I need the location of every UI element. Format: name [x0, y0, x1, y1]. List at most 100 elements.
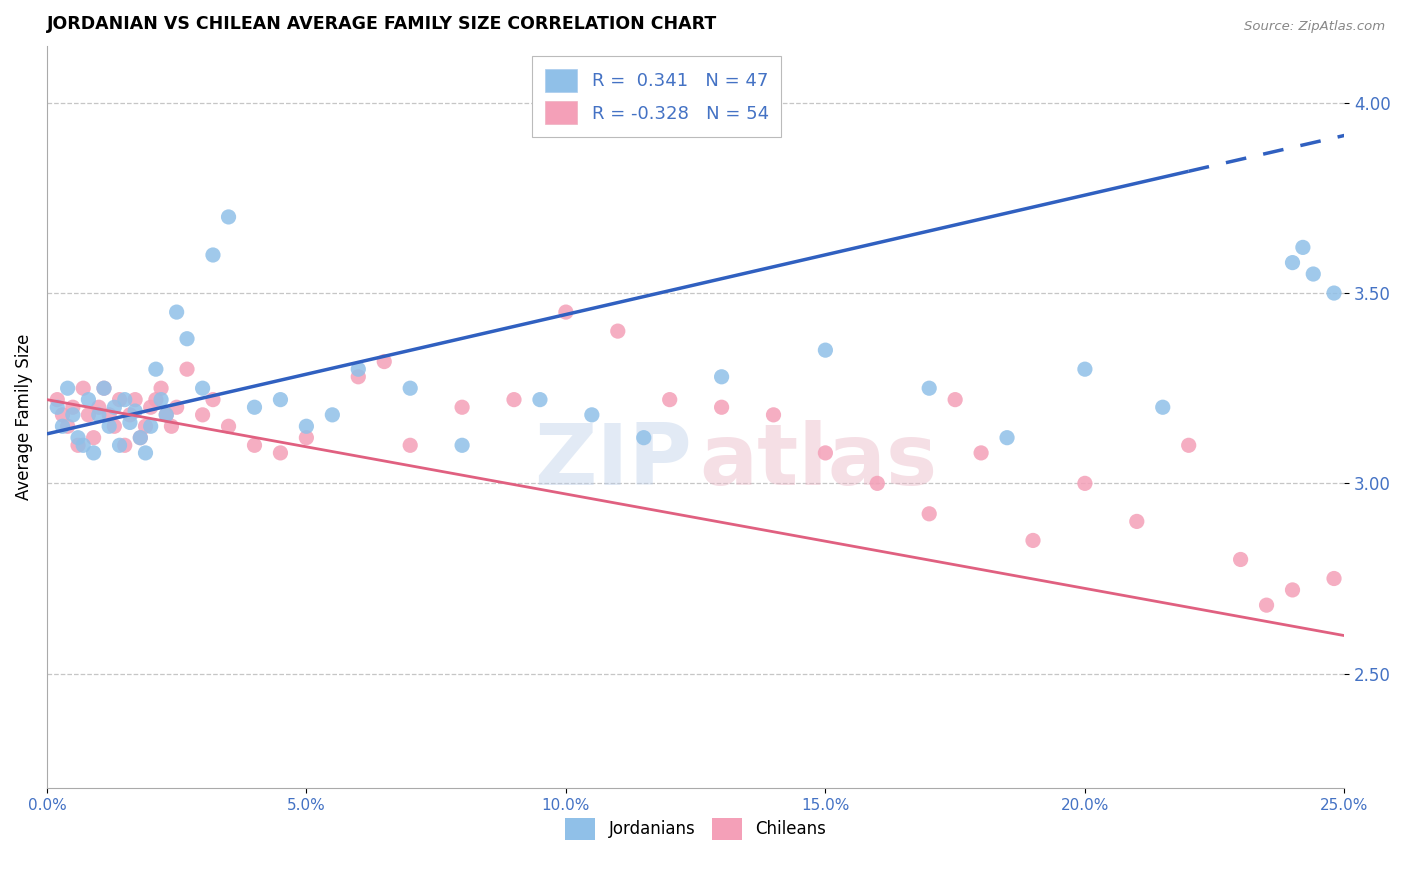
Point — [1126, 515, 1149, 529]
Point — [581, 408, 603, 422]
Point — [66, 431, 89, 445]
Point — [321, 408, 343, 422]
Point — [633, 431, 655, 445]
Point — [166, 305, 188, 319]
Point — [72, 381, 94, 395]
Point — [108, 438, 131, 452]
Point — [98, 419, 121, 434]
Point — [918, 507, 941, 521]
Point — [114, 392, 136, 407]
Point — [814, 446, 837, 460]
Point — [995, 431, 1018, 445]
Point — [218, 210, 240, 224]
Point — [56, 419, 79, 434]
Point — [87, 408, 110, 422]
Point — [1229, 552, 1251, 566]
Point — [1323, 286, 1346, 301]
Point — [83, 431, 105, 445]
Point — [1256, 598, 1278, 612]
Point — [1281, 255, 1303, 269]
Point — [150, 381, 173, 395]
Point — [191, 381, 214, 395]
Point — [51, 419, 73, 434]
Point — [529, 392, 551, 407]
Point — [139, 401, 162, 415]
Text: ZIP: ZIP — [534, 420, 692, 503]
Point — [1074, 362, 1097, 376]
Point — [201, 392, 224, 407]
Point — [201, 248, 224, 262]
Point — [554, 305, 576, 319]
Point — [77, 392, 100, 407]
Point — [295, 419, 318, 434]
Point — [77, 408, 100, 422]
Point — [134, 446, 156, 460]
Point — [918, 381, 941, 395]
Point — [243, 438, 266, 452]
Point — [1281, 582, 1303, 597]
Text: Source: ZipAtlas.com: Source: ZipAtlas.com — [1244, 20, 1385, 33]
Point — [66, 438, 89, 452]
Point — [1323, 572, 1346, 586]
Point — [166, 401, 188, 415]
Point — [269, 392, 291, 407]
Point — [176, 332, 198, 346]
Point — [108, 392, 131, 407]
Point — [93, 381, 115, 395]
Point — [606, 324, 628, 338]
Point — [160, 419, 183, 434]
Point — [118, 408, 141, 422]
Point — [658, 392, 681, 407]
Point — [103, 419, 125, 434]
Point — [399, 438, 422, 452]
Point — [1177, 438, 1199, 452]
Point — [145, 362, 167, 376]
Point — [62, 401, 84, 415]
Point — [1022, 533, 1045, 548]
Point — [710, 401, 733, 415]
Point — [87, 401, 110, 415]
Y-axis label: Average Family Size: Average Family Size — [15, 334, 32, 500]
Point — [155, 408, 177, 422]
Point — [129, 431, 152, 445]
Point — [83, 446, 105, 460]
Point — [399, 381, 422, 395]
Point — [134, 419, 156, 434]
Point — [103, 401, 125, 415]
Text: JORDANIAN VS CHILEAN AVERAGE FAMILY SIZE CORRELATION CHART: JORDANIAN VS CHILEAN AVERAGE FAMILY SIZE… — [46, 15, 717, 33]
Point — [970, 446, 993, 460]
Point — [866, 476, 889, 491]
Point — [1152, 401, 1174, 415]
Text: atlas: atlas — [700, 420, 938, 503]
Point — [129, 431, 152, 445]
Point — [347, 369, 370, 384]
Point — [93, 381, 115, 395]
Point — [218, 419, 240, 434]
Point — [451, 438, 474, 452]
Point — [943, 392, 966, 407]
Point — [1292, 240, 1315, 254]
Point — [114, 438, 136, 452]
Point — [46, 392, 69, 407]
Point — [145, 392, 167, 407]
Point — [176, 362, 198, 376]
Legend: Jordanians, Chileans: Jordanians, Chileans — [558, 812, 832, 847]
Point — [269, 446, 291, 460]
Point — [762, 408, 785, 422]
Point — [51, 408, 73, 422]
Point — [451, 401, 474, 415]
Point — [72, 438, 94, 452]
Point — [1302, 267, 1324, 281]
Point — [155, 408, 177, 422]
Point — [295, 431, 318, 445]
Point — [150, 392, 173, 407]
Point — [1074, 476, 1097, 491]
Point — [139, 419, 162, 434]
Point — [124, 404, 146, 418]
Point — [191, 408, 214, 422]
Point — [373, 354, 395, 368]
Point — [46, 401, 69, 415]
Point — [347, 362, 370, 376]
Point — [124, 392, 146, 407]
Point — [56, 381, 79, 395]
